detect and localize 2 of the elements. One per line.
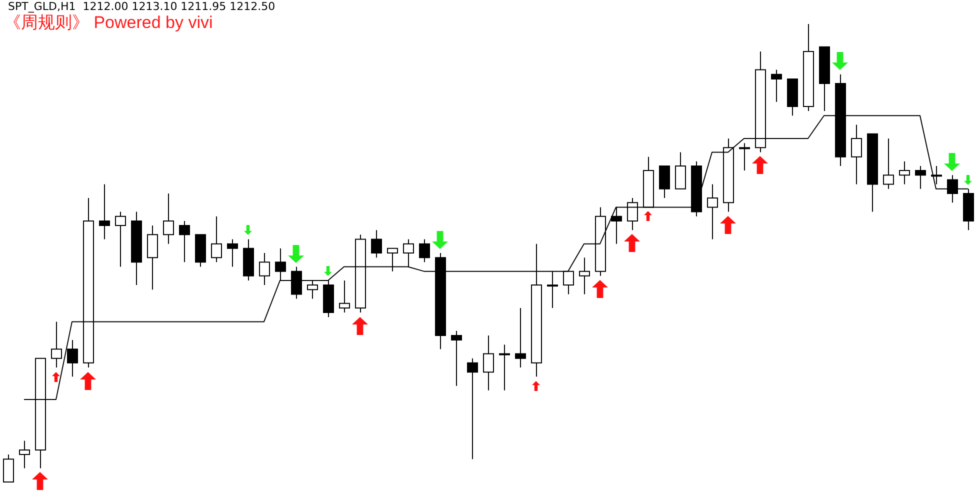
chart-subtitle: 《周规则》 Powered by vivi xyxy=(4,13,213,34)
chart-title: SPT_GLD,H1 1212.00 1213.10 1211.95 1212.50 xyxy=(8,0,276,13)
